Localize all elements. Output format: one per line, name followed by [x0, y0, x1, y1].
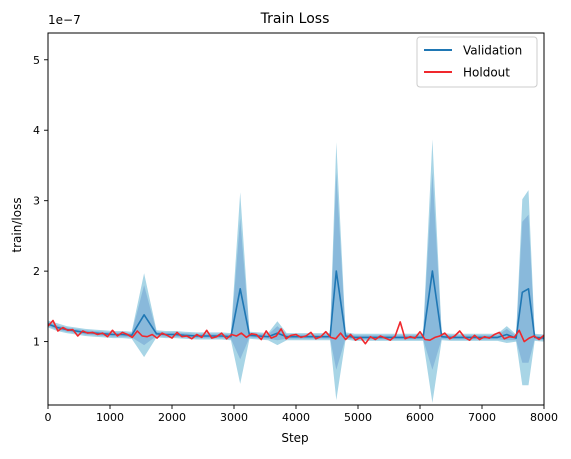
confidence-bands [48, 139, 544, 403]
legend-label-validation: Validation [463, 44, 522, 58]
plot-frame [47, 32, 545, 406]
series-lines [47, 270, 545, 345]
y-tick-label: 3 [33, 195, 40, 208]
legend-label-holdout: Holdout [463, 66, 510, 80]
x-tick-label: 7000 [468, 411, 496, 424]
x-tick-label: 6000 [406, 411, 434, 424]
x-tick-label: 1000 [96, 411, 124, 424]
x-axis-ticks: 0 1000 2000 3000 4000 5000 6000 7000 8000 [45, 405, 558, 424]
x-tick-label: 0 [45, 411, 52, 424]
series-line-holdout [47, 319, 545, 345]
x-tick-label: 4000 [282, 411, 310, 424]
y-axis-ticks: 1 2 3 4 5 [33, 54, 48, 349]
x-tick-label: 3000 [220, 411, 248, 424]
series-line-validation [47, 270, 545, 339]
x-tick-label: 8000 [530, 411, 558, 424]
y-axis-label: train/loss [10, 197, 24, 252]
y-tick-label: 4 [33, 124, 40, 137]
x-axis-label: Step [281, 431, 308, 445]
y-tick-label: 2 [33, 265, 40, 278]
x-tick-label: 2000 [158, 411, 186, 424]
y-tick-label: 5 [33, 54, 40, 67]
validation-band-outer [48, 139, 544, 403]
y-tick-label: 1 [33, 336, 40, 349]
x-tick-label: 5000 [344, 411, 372, 424]
y-scale-offset-label: 1e−7 [48, 13, 81, 27]
chart-title: Train Loss [260, 11, 330, 27]
legend: Validation Holdout [416, 36, 538, 88]
